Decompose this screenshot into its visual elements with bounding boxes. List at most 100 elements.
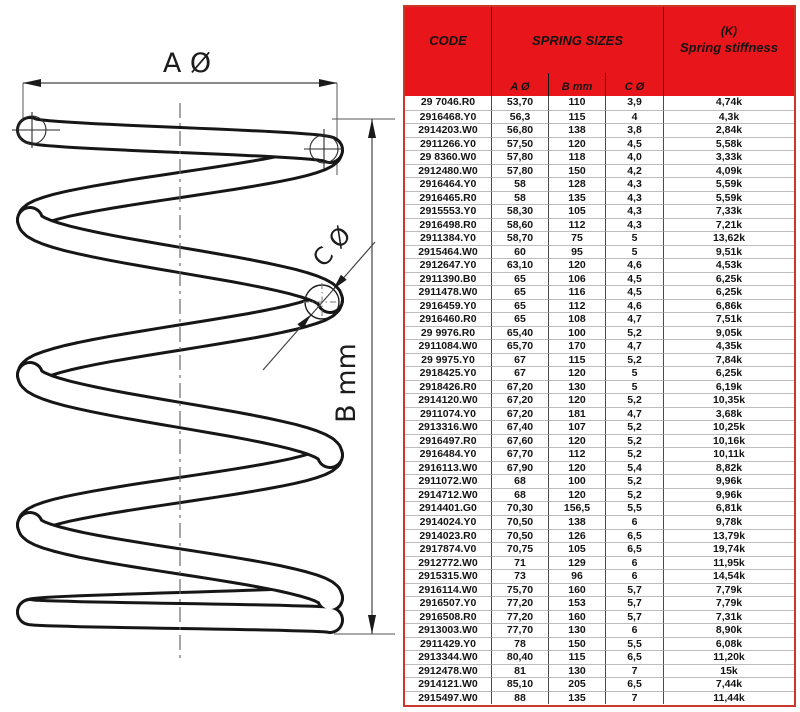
- table-cell-b: 112: [548, 217, 605, 232]
- table-cell-code: 2917874.V0: [405, 542, 491, 556]
- table-cell-a: 70,50: [491, 528, 548, 543]
- table-cell-code: 2915464.W0: [405, 244, 491, 259]
- table-cell-code: 2913344.W0: [405, 650, 491, 664]
- table-cell-c: 5,2: [605, 352, 663, 367]
- table-cell-code: 2916484.Y0: [405, 447, 491, 461]
- table-cell-b: 120: [548, 136, 605, 151]
- table-cell-a: 58,30: [491, 204, 548, 218]
- arrow-left-icon: [23, 79, 41, 87]
- table-cell-b: 95: [548, 244, 605, 259]
- table-cell-c: 6,5: [605, 650, 663, 664]
- table-cell-c: 4,0: [605, 150, 663, 164]
- table-cell-k: 3,33k: [663, 150, 794, 164]
- table-cell-k: 8,82k: [663, 460, 794, 475]
- table-cell-a: 56,3: [491, 109, 548, 124]
- table-cell-a: 75,70: [491, 582, 548, 597]
- table-cell-code: 2916507.Y0: [405, 596, 491, 610]
- table-cell-code: 2914203.W0: [405, 123, 491, 137]
- table-cell-c: 5,7: [605, 582, 663, 597]
- table-cell-b: 130: [548, 663, 605, 678]
- table-cell-c: 4,3: [605, 190, 663, 205]
- table-cell-a: 67,20: [491, 406, 548, 421]
- table-cell-code: 2912480.W0: [405, 163, 491, 178]
- table-cell-c: 4,6: [605, 258, 663, 272]
- header-stiffness-line1: (K): [721, 26, 737, 38]
- table-cell-code: 2915497.W0: [405, 690, 491, 705]
- table-cell-c: 4: [605, 109, 663, 124]
- table-cell-code: 2916465.R0: [405, 190, 491, 205]
- table-cell-k: 7,79k: [663, 582, 794, 597]
- table-cell-k: 3,68k: [663, 406, 794, 421]
- table-cell-b: 105: [548, 204, 605, 218]
- table-cell-k: 4,09k: [663, 163, 794, 178]
- table-cell-c: 5,5: [605, 636, 663, 651]
- table-cell-c: 5,2: [605, 420, 663, 434]
- table-cell-c: 6: [605, 569, 663, 583]
- table-cell-k: 4,74k: [663, 96, 794, 110]
- table-cell-c: 5,5: [605, 501, 663, 515]
- table-cell-a: 57,50: [491, 136, 548, 151]
- table-cell-b: 120: [548, 487, 605, 502]
- table-cell-a: 65: [491, 285, 548, 299]
- table-cell-k: 10,16k: [663, 433, 794, 448]
- table-cell-c: 5,2: [605, 393, 663, 407]
- table-cell-b: 130: [548, 623, 605, 637]
- table-cell-code: 2914121.W0: [405, 677, 491, 691]
- table-cell-b: 108: [548, 312, 605, 326]
- table-cell-a: 68: [491, 487, 548, 502]
- table-cell-c: 4,7: [605, 406, 663, 421]
- table-cell-k: 6,25k: [663, 285, 794, 299]
- table-cell-code: 2916460.R0: [405, 312, 491, 326]
- table-cell-c: 5: [605, 379, 663, 394]
- table-cell-code: 2911084.W0: [405, 339, 491, 353]
- table-cell-b: 100: [548, 325, 605, 340]
- table-cell-b: 153: [548, 596, 605, 610]
- table-cell-c: 5,2: [605, 474, 663, 488]
- table-cell-a: 81: [491, 663, 548, 678]
- table-cell-code: 2918425.Y0: [405, 366, 491, 380]
- table-cell-code: 2915553.Y0: [405, 204, 491, 218]
- table-cell-code: 2911266.Y0: [405, 136, 491, 151]
- table-cell-b: 100: [548, 474, 605, 488]
- table-cell-k: 13,79k: [663, 528, 794, 543]
- table-cell-a: 70,50: [491, 514, 548, 529]
- table-cell-k: 9,78k: [663, 514, 794, 529]
- table-cell-c: 5: [605, 366, 663, 380]
- table-cell-b: 115: [548, 109, 605, 124]
- table-cell-b: 120: [548, 258, 605, 272]
- table-cell-a: 77,20: [491, 609, 548, 624]
- table-cell-c: 6: [605, 514, 663, 529]
- table-cell-a: 65,40: [491, 325, 548, 340]
- table-cell-code: 2916459.Y0: [405, 298, 491, 313]
- table-cell-b: 110: [548, 96, 605, 110]
- table-cell-b: 112: [548, 447, 605, 461]
- table-cell-code: 29 8360.W0: [405, 150, 491, 164]
- arrow-c-lower-icon: [297, 314, 311, 330]
- table-cell-a: 58: [491, 177, 548, 191]
- table-cell-c: 4,5: [605, 136, 663, 151]
- table-cell-code: 29 7046.R0: [420, 96, 476, 108]
- table-header: CODE SPRING SIZES (K) Spring stiffness A…: [405, 7, 794, 96]
- table-cell-k: 9,05k: [663, 325, 794, 340]
- spring-sizes-table: CODE SPRING SIZES (K) Spring stiffness A…: [403, 5, 796, 707]
- table-cell-k: 9,96k: [663, 487, 794, 502]
- table-cell-k: 5,59k: [663, 190, 794, 205]
- dimension-c-line: [262, 241, 376, 371]
- table-cell-b: 138: [548, 514, 605, 529]
- table-cell-k: 13,62k: [663, 231, 794, 245]
- table-cell-k: 11,20k: [663, 650, 794, 664]
- table-cell-a: 78: [491, 636, 548, 651]
- table-cell-a: 65: [491, 298, 548, 313]
- table-cell-c: 4,6: [605, 298, 663, 313]
- table-cell-k: 9,96k: [663, 474, 794, 488]
- table-cell-b: 126: [548, 528, 605, 543]
- label-b-length: B mm: [331, 343, 362, 423]
- arrow-down-icon: [368, 615, 376, 634]
- table-cell-c: 5,2: [605, 325, 663, 340]
- table-cell-code: 2912478.W0: [405, 663, 491, 678]
- table-cell-a: 77,70: [491, 623, 548, 637]
- header-blank: [405, 73, 491, 96]
- table-cell-c: 7: [605, 690, 663, 705]
- table-cell-a: 57,80: [491, 163, 548, 178]
- table-cell-code: 2914712.W0: [405, 487, 491, 502]
